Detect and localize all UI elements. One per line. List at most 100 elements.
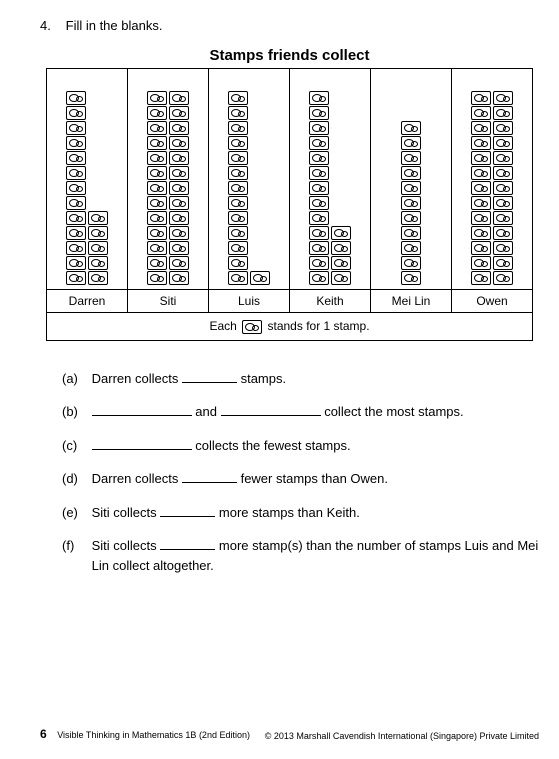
- column-label: Luis: [209, 290, 290, 312]
- stamp-icon: [401, 121, 421, 135]
- stamp-icon: [401, 241, 421, 255]
- blank-input[interactable]: [221, 403, 321, 416]
- stamp-icon: [228, 136, 248, 150]
- item-c: (c) collects the fewest stamps.: [62, 436, 539, 456]
- stamp-icon: [471, 106, 491, 120]
- blank-input[interactable]: [92, 437, 192, 450]
- worksheet-page: 4. Fill in the blanks. Stamps friends co…: [0, 0, 559, 759]
- question-number: 4.: [40, 18, 62, 33]
- stamp-icon: [309, 211, 329, 225]
- item-text: Siti collects more stamp(s) than the num…: [92, 536, 539, 575]
- item-label: (d): [62, 469, 88, 489]
- stamp-icon: [147, 241, 167, 255]
- pictograph-columns: [47, 69, 532, 289]
- stamp-icon: [169, 166, 189, 180]
- pictograph-column: [209, 69, 290, 289]
- item-b: (b) and collect the most stamps.: [62, 402, 539, 422]
- stamp-icon: [228, 271, 248, 285]
- item-text: Siti collects more stamps than Keith.: [92, 503, 539, 523]
- stamp-icon: [88, 256, 108, 270]
- stamp-icon: [471, 196, 491, 210]
- stamp-icon: [66, 181, 86, 195]
- stamp-icon: [331, 256, 351, 270]
- stamp-icon: [493, 91, 513, 105]
- pictograph-legend: Each stands for 1 stamp.: [47, 312, 532, 340]
- stamp-icon: [242, 320, 262, 334]
- page-footer: 6 Visible Thinking in Mathematics 1B (2n…: [40, 727, 539, 741]
- stamp-icon: [309, 226, 329, 240]
- stamp-icon: [309, 151, 329, 165]
- stamp-icon: [493, 106, 513, 120]
- stamp-icon: [169, 181, 189, 195]
- pictograph-column: [47, 69, 128, 289]
- stamp-icon: [66, 151, 86, 165]
- stamp-icon: [147, 151, 167, 165]
- stamp-icon: [331, 241, 351, 255]
- pictograph-column: [452, 69, 532, 289]
- stamp-icon: [471, 226, 491, 240]
- stamp-icon: [401, 181, 421, 195]
- book-title: Visible Thinking in Mathematics 1B (2nd …: [57, 730, 250, 740]
- stamp-icon: [228, 256, 248, 270]
- stamp-icon: [493, 151, 513, 165]
- stamp-icon: [331, 271, 351, 285]
- stamp-icon: [471, 241, 491, 255]
- item-text: and collect the most stamps.: [92, 402, 539, 422]
- stamp-icon: [493, 256, 513, 270]
- stamp-icon: [309, 271, 329, 285]
- stamp-icon: [66, 91, 86, 105]
- item-text: collects the fewest stamps.: [92, 436, 539, 456]
- stamp-icon: [88, 211, 108, 225]
- stamp-icon: [309, 91, 329, 105]
- stamp-icon: [471, 256, 491, 270]
- instruction-text: Fill in the blanks.: [66, 18, 163, 33]
- stamp-icon: [169, 211, 189, 225]
- stamp-icon: [493, 271, 513, 285]
- stamp-icon: [471, 121, 491, 135]
- stamp-icon: [169, 226, 189, 240]
- stamp-icon: [169, 256, 189, 270]
- stamp-icon: [471, 151, 491, 165]
- item-label: (c): [62, 436, 88, 456]
- stamp-icon: [471, 136, 491, 150]
- blank-input[interactable]: [160, 504, 215, 517]
- stamp-icon: [66, 241, 86, 255]
- stamp-icon: [169, 106, 189, 120]
- stamp-icon: [401, 166, 421, 180]
- question-header: 4. Fill in the blanks.: [40, 18, 539, 33]
- stamp-icon: [169, 91, 189, 105]
- stamp-icon: [88, 271, 108, 285]
- column-label: Owen: [452, 290, 532, 312]
- stamp-icon: [66, 226, 86, 240]
- stamp-icon: [493, 211, 513, 225]
- stamp-icon: [228, 106, 248, 120]
- stamp-icon: [471, 181, 491, 195]
- stamp-icon: [493, 121, 513, 135]
- stamp-icon: [147, 106, 167, 120]
- item-text: Darren collects stamps.: [92, 369, 539, 389]
- stamp-icon: [169, 271, 189, 285]
- stamp-icon: [471, 166, 491, 180]
- blank-input[interactable]: [92, 403, 192, 416]
- stamp-icon: [401, 196, 421, 210]
- fill-in-blanks: (a) Darren collects stamps. (b) and coll…: [62, 369, 539, 576]
- stamp-icon: [66, 256, 86, 270]
- stamp-icon: [493, 166, 513, 180]
- blank-input[interactable]: [182, 370, 237, 383]
- stamp-icon: [309, 181, 329, 195]
- blank-input[interactable]: [182, 470, 237, 483]
- stamp-icon: [147, 256, 167, 270]
- stamp-icon: [147, 136, 167, 150]
- stamp-icon: [147, 211, 167, 225]
- pictograph-column: [290, 69, 371, 289]
- stamp-icon: [169, 196, 189, 210]
- page-number: 6: [40, 727, 47, 741]
- stamp-icon: [309, 196, 329, 210]
- stamp-icon: [228, 151, 248, 165]
- stamp-icon: [471, 211, 491, 225]
- item-a: (a) Darren collects stamps.: [62, 369, 539, 389]
- blank-input[interactable]: [160, 537, 215, 550]
- stamp-icon: [169, 241, 189, 255]
- footer-left: 6 Visible Thinking in Mathematics 1B (2n…: [40, 727, 250, 741]
- pictograph-column: [371, 69, 452, 289]
